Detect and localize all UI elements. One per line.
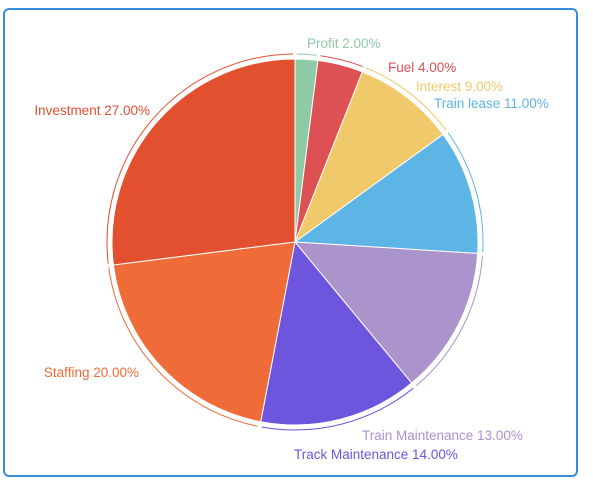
pie-slices bbox=[111, 58, 479, 426]
slice-train-maintenance bbox=[293, 241, 479, 384]
slice-staffing bbox=[112, 241, 296, 423]
leader-train-lease bbox=[447, 132, 484, 252]
label-train-maintenance: Train Maintenance 13.00% bbox=[362, 428, 523, 443]
label-fuel: Fuel 4.00% bbox=[388, 60, 456, 75]
label-leaders bbox=[106, 53, 484, 431]
slice-investment bbox=[111, 58, 296, 266]
label-profit: Profit 2.00% bbox=[307, 36, 381, 51]
slice-track-maintenance bbox=[260, 240, 413, 426]
leader-staffing bbox=[108, 267, 259, 427]
leader-train-maintenance bbox=[415, 255, 483, 387]
leader-fuel bbox=[320, 55, 363, 67]
slice-interest bbox=[293, 71, 444, 244]
leader-interest bbox=[365, 67, 447, 131]
label-track-maintenance: Track Maintenance 14.00% bbox=[294, 447, 458, 462]
leader-profit bbox=[296, 53, 317, 56]
leader-investment bbox=[106, 53, 294, 264]
label-staffing: Staffing 20.00% bbox=[44, 365, 139, 380]
slice-train-lease bbox=[293, 133, 479, 255]
leader-track-maintenance bbox=[261, 387, 414, 431]
slice-labels: Profit 2.00% Fuel 4.00% Interest 9.00% T… bbox=[34, 36, 548, 462]
label-investment: Investment 27.00% bbox=[34, 103, 150, 118]
label-interest: Interest 9.00% bbox=[416, 79, 503, 94]
label-train-lease: Train lease 11.00% bbox=[434, 96, 549, 111]
